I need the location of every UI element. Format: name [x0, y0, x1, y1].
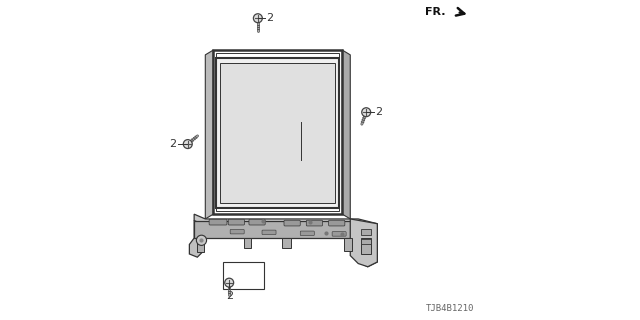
Polygon shape [189, 220, 202, 257]
Text: 1: 1 [303, 117, 310, 127]
Polygon shape [362, 239, 371, 244]
Polygon shape [344, 238, 352, 251]
Polygon shape [197, 238, 204, 252]
FancyBboxPatch shape [249, 219, 265, 225]
FancyBboxPatch shape [300, 231, 314, 236]
Polygon shape [362, 238, 371, 254]
Polygon shape [282, 238, 291, 248]
Text: 2: 2 [170, 139, 177, 149]
Polygon shape [244, 238, 252, 248]
Circle shape [196, 235, 207, 245]
Polygon shape [358, 220, 378, 267]
FancyBboxPatch shape [284, 220, 300, 226]
FancyBboxPatch shape [307, 220, 323, 226]
Polygon shape [342, 50, 350, 219]
FancyBboxPatch shape [209, 219, 227, 225]
Text: FR.: FR. [426, 7, 446, 17]
FancyBboxPatch shape [332, 232, 346, 236]
Circle shape [225, 278, 234, 287]
Text: 2: 2 [266, 13, 273, 23]
Circle shape [362, 108, 371, 117]
Polygon shape [216, 58, 339, 208]
Circle shape [183, 140, 192, 148]
Text: TJB4B1210: TJB4B1210 [426, 304, 474, 313]
Text: 2: 2 [226, 291, 233, 300]
Bar [223, 262, 264, 289]
FancyBboxPatch shape [228, 219, 244, 225]
FancyBboxPatch shape [328, 220, 345, 226]
Polygon shape [362, 229, 371, 235]
Polygon shape [205, 50, 213, 219]
Polygon shape [220, 63, 335, 203]
Polygon shape [350, 219, 378, 267]
FancyBboxPatch shape [230, 229, 244, 234]
Circle shape [253, 14, 262, 23]
FancyBboxPatch shape [262, 230, 276, 235]
Polygon shape [194, 220, 358, 238]
Text: 2: 2 [375, 107, 382, 117]
Polygon shape [194, 214, 378, 230]
